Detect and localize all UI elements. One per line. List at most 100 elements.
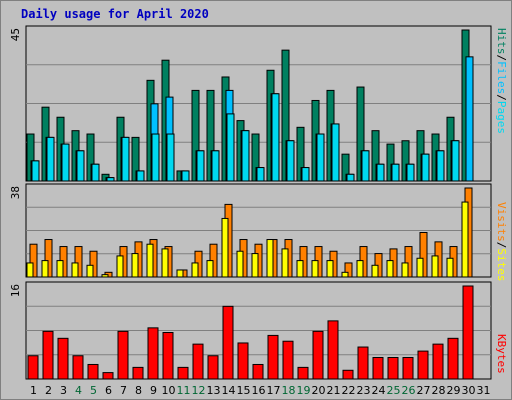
kbytes-bar — [192, 343, 204, 380]
sites-bar — [236, 250, 244, 278]
day-tick-label: 1 — [30, 384, 37, 397]
pages-bar — [196, 150, 205, 182]
day-tick-label: 24 — [372, 384, 386, 397]
kbytes-bar — [327, 320, 339, 380]
legend-entry: Hits — [495, 28, 508, 55]
day-tick-label: 22 — [342, 384, 356, 397]
pages-bar — [421, 153, 430, 182]
panel-1-max-label: 45 — [9, 28, 22, 41]
panel-3-max-label: 16 — [9, 284, 22, 297]
kbytes-bar — [432, 343, 444, 380]
kbytes-bar — [297, 366, 309, 380]
pages-bar — [391, 163, 400, 182]
pages-bar — [376, 163, 385, 182]
sites-bar — [161, 248, 169, 278]
sites-bar — [416, 257, 424, 278]
pages-bar — [301, 167, 310, 182]
kbytes-bar — [177, 366, 189, 380]
pages-bar — [316, 133, 325, 182]
day-tick-label: 3 — [60, 384, 67, 397]
day-tick-label: 28 — [432, 384, 446, 397]
sites-bar — [356, 260, 364, 278]
kbytes-bar — [387, 356, 399, 380]
legend-entry: Visits — [495, 202, 508, 242]
legend-entry: / — [495, 242, 508, 249]
kbytes-bar — [117, 330, 129, 380]
day-tick-label: 31 — [477, 384, 491, 397]
sites-bar — [146, 243, 154, 278]
legend-entry: / — [495, 94, 508, 101]
kbytes-bar — [147, 327, 159, 380]
panel-1-legend: Hits/Files/Pages — [495, 28, 508, 134]
kbytes-bar — [207, 355, 219, 380]
pages-bar — [166, 133, 175, 182]
pages-bar — [121, 136, 130, 182]
kbytes-bar — [342, 369, 354, 380]
day-tick-label: 11 — [177, 384, 191, 397]
sites-bar — [86, 264, 94, 278]
pages-bar — [151, 133, 160, 182]
sites-bar — [71, 262, 79, 278]
day-tick-label: 23 — [357, 384, 371, 397]
day-tick-label: 14 — [222, 384, 236, 397]
kbytes-bar — [102, 372, 114, 380]
sites-bar — [116, 255, 124, 278]
day-tick-label: 8 — [135, 384, 142, 397]
sites-bar — [371, 264, 379, 278]
sites-bar — [311, 260, 319, 278]
sites-bar — [221, 217, 229, 278]
day-tick-label: 19 — [297, 384, 311, 397]
pages-bar — [256, 167, 265, 182]
day-tick-label: 4 — [75, 384, 82, 397]
files-bar — [465, 56, 474, 182]
pages-bar — [361, 150, 370, 182]
pages-bar — [46, 136, 55, 182]
panel-3-legend: KBytes — [495, 334, 508, 374]
sites-bar — [341, 271, 349, 278]
kbytes-bar — [87, 363, 99, 380]
day-tick-label: 6 — [105, 384, 112, 397]
sites-bar — [431, 255, 439, 278]
sites-bar — [131, 253, 139, 278]
legend-entry: Sites — [495, 248, 508, 281]
legend-entry: Files — [495, 61, 508, 94]
sites-bar — [191, 262, 199, 278]
day-tick-label: 30 — [462, 384, 476, 397]
day-tick-label: 21 — [327, 384, 341, 397]
kbytes-bar — [372, 356, 384, 380]
day-tick-label: 29 — [447, 384, 461, 397]
pages-bar — [406, 163, 415, 182]
day-tick-label: 10 — [162, 384, 176, 397]
kbytes-bar — [357, 346, 369, 380]
sites-bar — [446, 257, 454, 278]
sites-bar — [206, 260, 214, 278]
kbytes-bar — [447, 337, 459, 380]
pages-bar — [241, 130, 250, 182]
day-tick-label: 12 — [192, 384, 206, 397]
chart-title: Daily usage for April 2020 — [21, 7, 209, 21]
sites-bar — [266, 239, 274, 278]
pages-bar — [451, 140, 460, 182]
kbytes-bar — [72, 355, 84, 380]
sites-bar — [26, 262, 34, 278]
pages-bar — [346, 173, 355, 182]
legend-entry: / — [495, 55, 508, 62]
sites-bar — [176, 269, 184, 278]
kbytes-bar — [267, 334, 279, 380]
sites-bar — [326, 260, 334, 278]
panel-2-legend: Visits/Sites — [495, 202, 508, 282]
pages-bar — [106, 177, 115, 182]
pages-bar — [331, 123, 340, 182]
kbytes-bar — [27, 355, 39, 380]
day-tick-label: 25 — [387, 384, 401, 397]
day-tick-label: 5 — [90, 384, 97, 397]
kbytes-bar — [222, 305, 234, 380]
pages-bar — [31, 160, 40, 182]
kbytes-bar — [237, 342, 249, 380]
day-tick-label: 17 — [267, 384, 281, 397]
pages-bar — [181, 170, 190, 182]
sites-bar — [251, 253, 259, 278]
day-tick-label: 7 — [120, 384, 127, 397]
